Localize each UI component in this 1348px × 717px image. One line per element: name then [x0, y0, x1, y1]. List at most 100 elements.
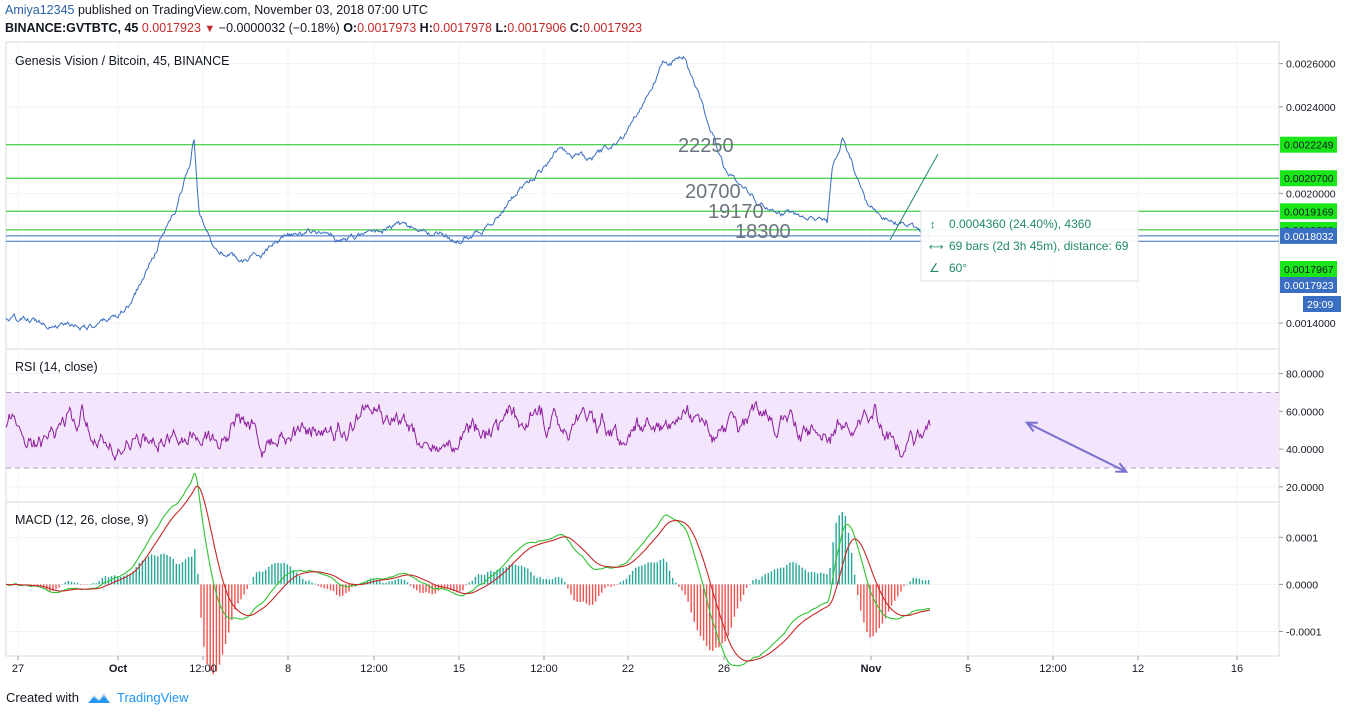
tradingview-brand-link[interactable]: TradingView	[116, 690, 189, 705]
footer: Created with TradingView	[6, 690, 189, 705]
macd-histogram-bar	[295, 572, 298, 585]
macd-histogram-bar	[783, 567, 785, 585]
macd-histogram-bar	[894, 584, 896, 601]
macd-histogram-bar	[601, 584, 603, 593]
macd-histogram-bar	[721, 584, 723, 644]
macd-histogram-bar	[366, 580, 369, 585]
bars-icon: ⟷	[929, 242, 943, 253]
macd-histogram-bar	[835, 522, 837, 585]
macd-histogram-bar	[554, 577, 557, 585]
value-tick-label: 0.0026000	[1286, 59, 1336, 71]
close-value: 0.0017923	[583, 21, 643, 35]
macd-histogram-bar	[551, 579, 554, 585]
macd-histogram-bar	[314, 583, 316, 585]
macd-histogram-bar	[653, 562, 655, 585]
macd-histogram-bar	[175, 563, 177, 585]
low-label: L:	[495, 21, 508, 35]
macd-histogram-bar	[317, 584, 319, 586]
macd-histogram-bar	[255, 572, 258, 585]
macd-histogram-bar	[249, 584, 251, 585]
macd-histogram-bar	[258, 571, 261, 585]
macd-histogram-bar	[55, 584, 57, 589]
macd-histogram-bar	[237, 584, 239, 604]
rsi-axis[interactable]: 80.0000 60.0000 40.0000 20.0000	[1279, 369, 1324, 494]
macd-histogram-bar	[829, 567, 831, 585]
macd-histogram-bar	[709, 584, 711, 651]
time-tick-label: 12:00	[360, 663, 388, 675]
macd-histogram-bar	[869, 584, 871, 638]
price-series-line	[5, 55, 931, 332]
macd-histogram-bar	[770, 571, 773, 585]
macd-histogram-bar	[70, 581, 73, 585]
macd-histogram-bar	[705, 584, 708, 647]
macd-histogram-bar	[172, 558, 174, 585]
macd-histogram-bar	[764, 574, 766, 585]
macd-histogram-bar	[579, 584, 581, 603]
open-label: O:	[343, 21, 358, 35]
macd-histogram-bar	[724, 584, 726, 642]
macd-histogram-bar	[197, 573, 199, 585]
rsi-arrow-drawing[interactable]	[1024, 421, 1129, 473]
macd-histogram-bar	[348, 584, 350, 592]
price-tag-label: 0.0017923	[1284, 280, 1334, 292]
macd-histogram-bar	[878, 584, 880, 629]
time-tick-label: Nov	[861, 663, 883, 675]
tradingview-logo-icon	[87, 692, 110, 703]
macd-pane-title: MACD (12, 26, close, 9)	[15, 513, 148, 527]
macd-line	[5, 473, 931, 667]
macd-histogram-bar	[323, 584, 325, 589]
macd-histogram-bar	[480, 574, 483, 585]
countdown-label: 29:09	[1307, 299, 1333, 311]
main-price-axis[interactable]: 0.0026000 0.0024000 0.0020000 0.0014000	[1279, 59, 1336, 330]
time-tick-label: 12	[1132, 663, 1144, 675]
macd-histogram-bar	[422, 584, 424, 593]
macd-histogram-bar	[502, 568, 504, 585]
macd-histogram-bar	[221, 584, 224, 655]
level-annotation-text: 19170	[708, 201, 764, 223]
macd-histogram-bar	[95, 583, 97, 585]
author-link[interactable]: Amiya12345	[5, 3, 75, 17]
macd-histogram-bar	[477, 574, 480, 585]
macd-histogram-bar	[379, 580, 381, 585]
time-axis[interactable]: 27 Oct 12:00 8 12:00 15 12:00 22 26 Nov 5 12:00 12 16	[12, 656, 1243, 675]
macd-histogram-bar	[425, 584, 427, 593]
macd-histogram-bar	[206, 584, 208, 664]
macd-histogram-bar	[335, 584, 338, 595]
macd-histogram-bar	[490, 570, 492, 585]
macd-histogram-bar	[443, 584, 446, 589]
macd-histogram-bar	[178, 564, 181, 585]
macd-histogram-bar	[918, 578, 921, 585]
value-tick-label: 60.0000	[1286, 406, 1324, 418]
macd-histogram-bar	[376, 579, 378, 585]
macd-axis[interactable]: 0.0001 0.0000 -0.0001	[1279, 532, 1322, 639]
macd-histogram-bar	[268, 566, 270, 585]
height-icon: ↕	[930, 219, 936, 231]
macd-histogram-bar	[514, 564, 517, 585]
measure-tooltip-box	[920, 210, 1139, 282]
macd-histogram-bar	[388, 581, 390, 585]
macd-histogram-bar	[428, 584, 430, 594]
macd-histogram-bar	[838, 515, 840, 585]
macd-histogram-bar	[283, 563, 285, 585]
macd-histogram-bar	[132, 571, 134, 585]
macd-histogram-bar	[141, 560, 144, 585]
macd-histogram-bar	[409, 584, 412, 586]
macd-histogram-bar	[419, 584, 421, 593]
macd-histogram-bar	[742, 584, 745, 595]
measure-angle-text: 60°	[949, 261, 967, 275]
macd-histogram	[6, 512, 930, 675]
macd-histogram-bar	[166, 555, 168, 585]
macd-histogram-bar	[798, 564, 800, 585]
macd-histogram-bar	[261, 571, 264, 585]
macd-histogram-bar	[881, 584, 884, 624]
macd-histogram-bar	[144, 558, 147, 585]
level-price-label: 0.0018032	[1284, 231, 1334, 243]
macd-histogram-bar	[126, 574, 128, 585]
trend-line-drawing[interactable]	[889, 153, 939, 241]
macd-histogram-bar	[471, 580, 473, 585]
macd-histogram-bar	[909, 581, 911, 585]
macd-histogram-bar	[594, 584, 597, 602]
macd-histogram-bar	[693, 584, 695, 622]
macd-histogram-bar	[641, 565, 643, 585]
